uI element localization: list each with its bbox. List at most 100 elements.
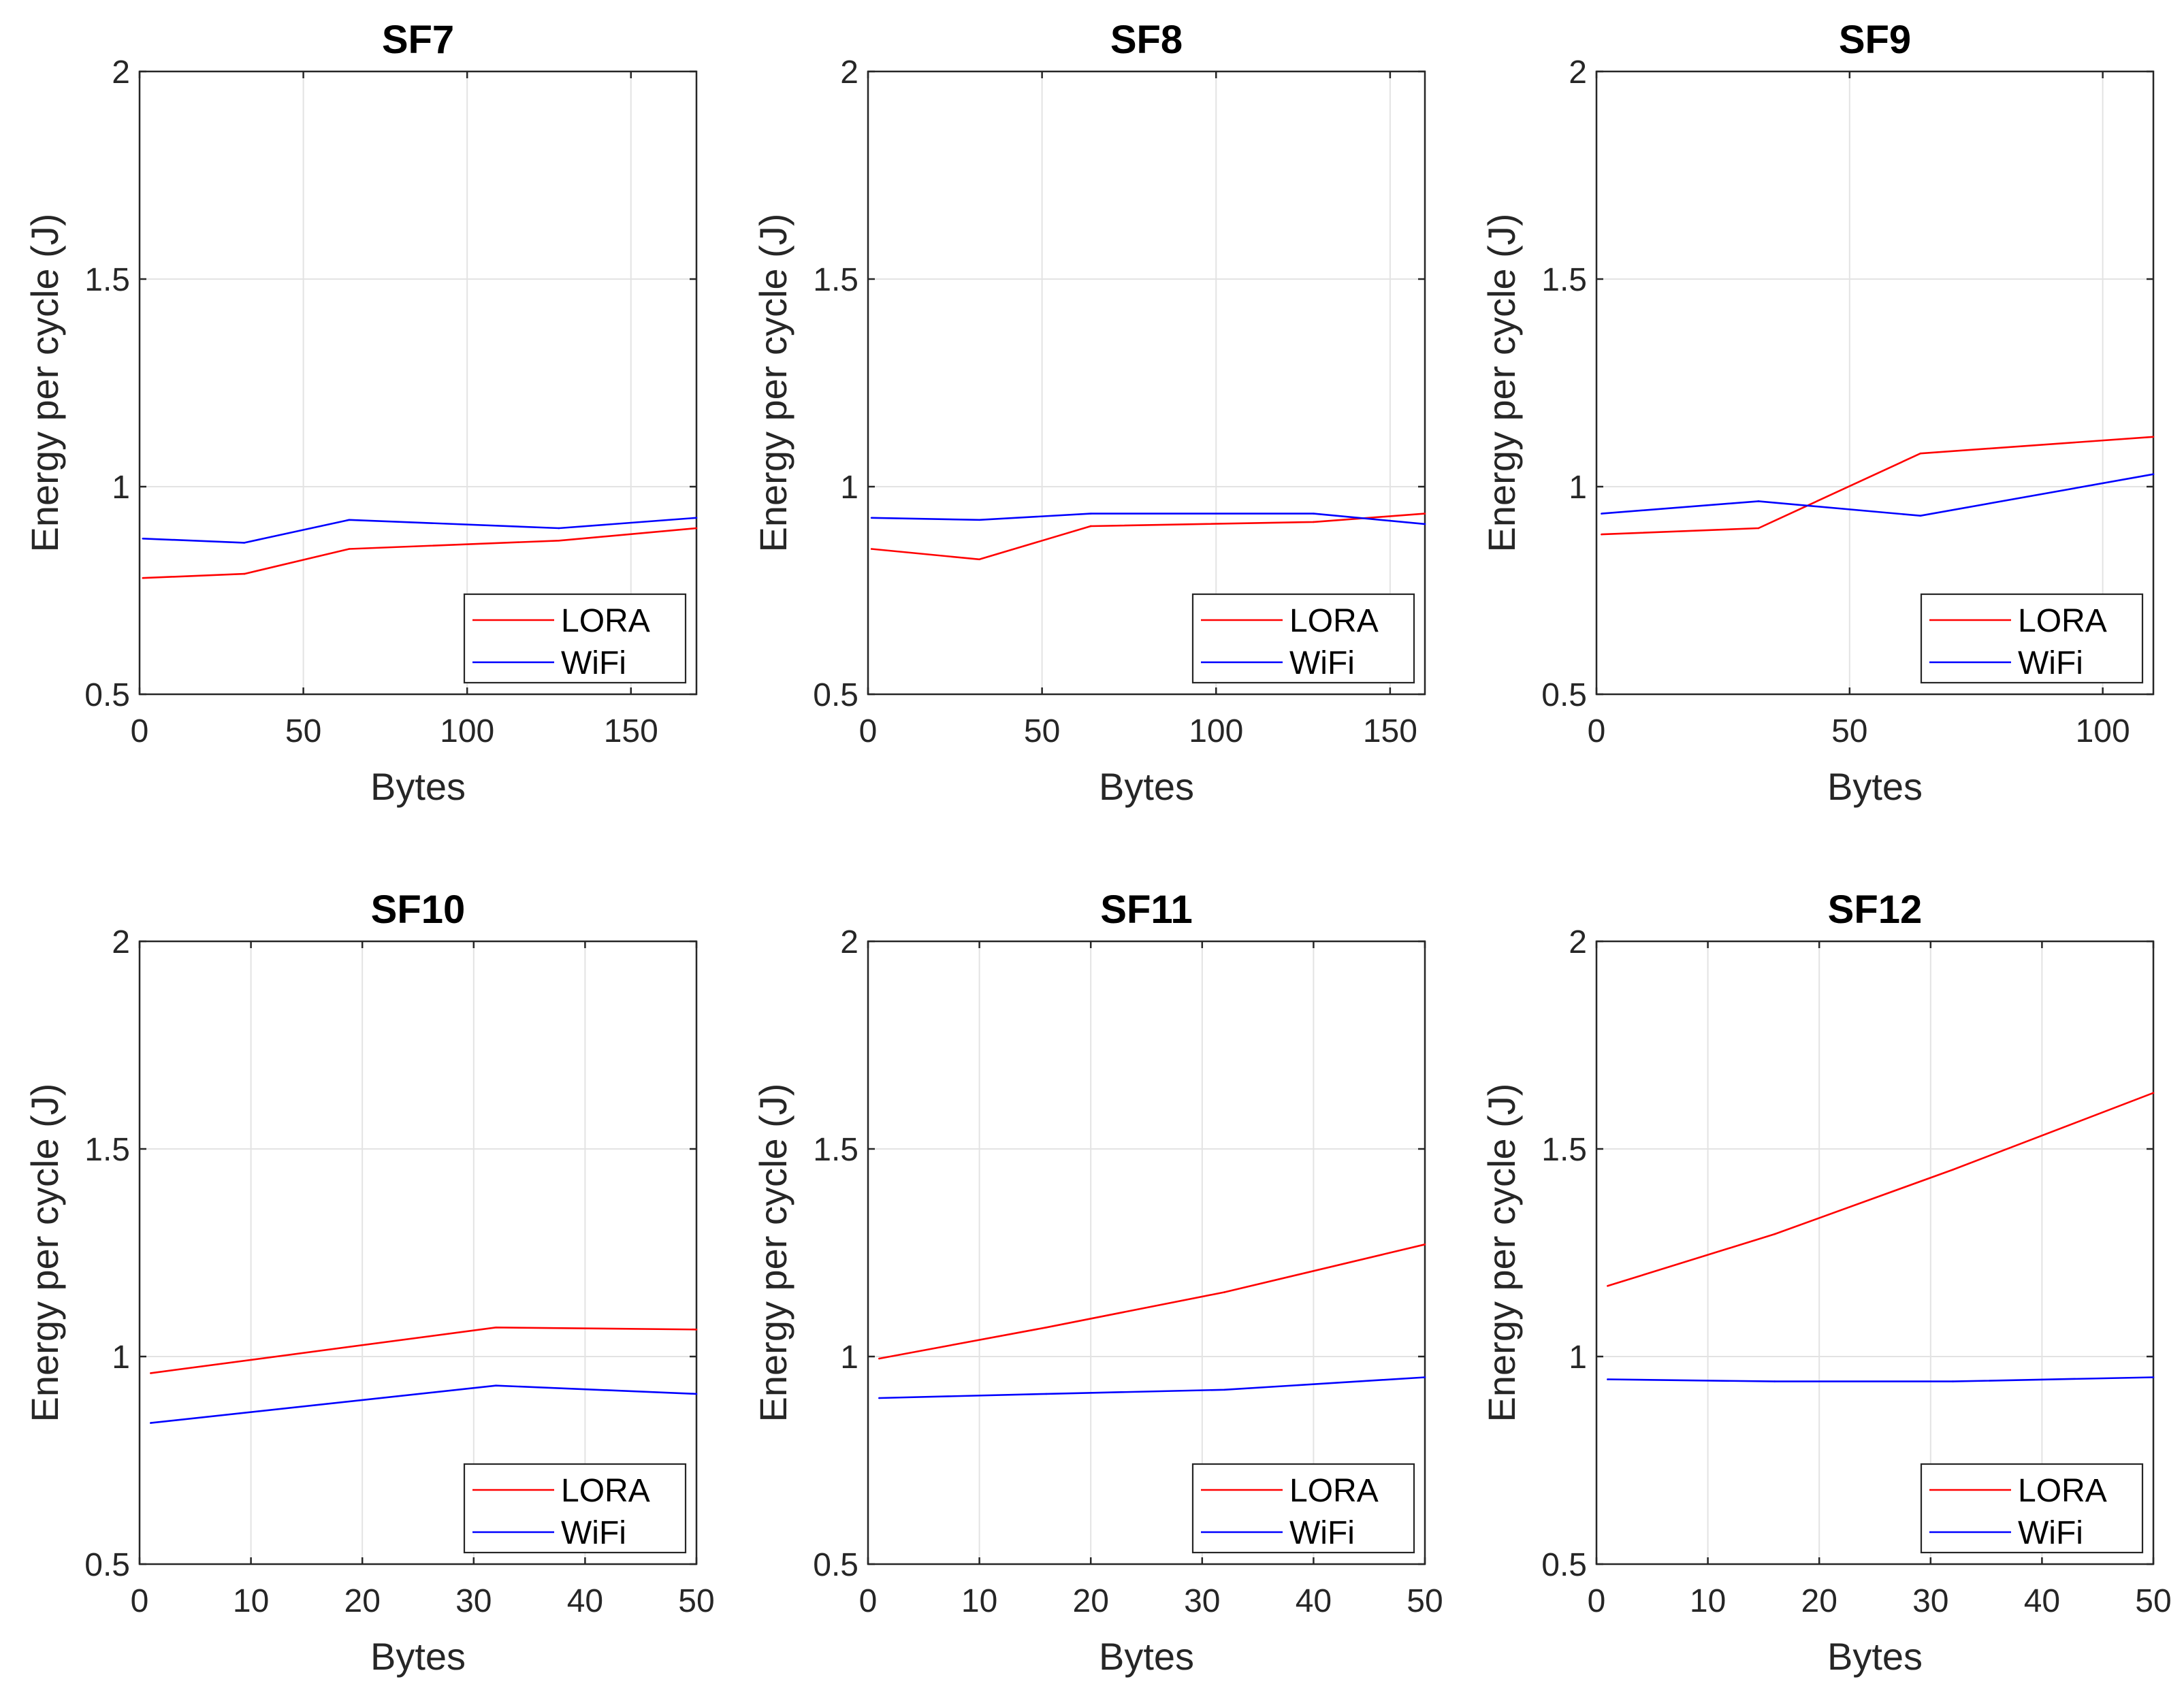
chart-2-xlabel: Bytes xyxy=(1827,765,1923,808)
chart-1-series-wifi-point-3 xyxy=(1313,513,1315,515)
chart-0: 0 50 100 150 0.5 1 1.5 2 SF7 Bytes Energy per cycl… xyxy=(23,18,698,808)
chart-4-series-wifi-point-3 xyxy=(1424,1376,1426,1378)
chart-1-ytick-label-3: 2 xyxy=(840,54,858,91)
chart-5-series-wifi-point-3 xyxy=(2152,1376,2155,1378)
chart-2-series-wifi-point-0 xyxy=(1601,513,1603,515)
chart-5-ytick-label-1: 1 xyxy=(1569,1340,1587,1376)
chart-5-series-lora-point-3 xyxy=(2152,1092,2155,1094)
chart-2-series-wifi-point-2 xyxy=(1919,515,1922,517)
chart-5-legend-label-lora: LORA xyxy=(2018,1473,2107,1509)
chart-3-ytick-label-3: 2 xyxy=(112,924,130,960)
chart-5-xtick-label-5: 50 xyxy=(2135,1583,2171,1619)
chart-1-plot-area xyxy=(868,71,1425,694)
chart-1-ytick-label-0: 0.5 xyxy=(813,677,858,713)
chart-3-title: SF10 xyxy=(371,888,466,932)
chart-0-xlabel: Bytes xyxy=(370,765,466,808)
chart-4-series-lora-point-1 xyxy=(1045,1327,1048,1329)
chart-1-series-lora-point-4 xyxy=(1424,513,1426,515)
chart-0-ytick-label-0: 0.5 xyxy=(84,677,130,713)
chart-2-series-lora-point-1 xyxy=(1757,527,1760,530)
chart-0-xtick-label-3: 150 xyxy=(604,713,658,749)
chart-4-legend-label-lora: LORA xyxy=(1289,1473,1379,1509)
chart-4-series-lora-point-3 xyxy=(1424,1244,1426,1246)
chart-2-legend: LORA WiFi xyxy=(1920,593,2144,684)
chart-1-ylabel: Energy per cycle (J) xyxy=(752,214,794,553)
chart-4-xtick-label-0: 0 xyxy=(859,1583,878,1619)
chart-4-series-wifi-point-2 xyxy=(1223,1389,1225,1391)
chart-3-series-lora-point-2 xyxy=(695,1329,698,1331)
chart-1-legend-label-lora: LORA xyxy=(1289,603,1379,639)
chart-5-ytick-label-3: 2 xyxy=(1569,924,1587,960)
chart-5-xtick-label-1: 10 xyxy=(1690,1583,1726,1619)
chart-5-axes-box xyxy=(1595,940,2155,1565)
chart-2-ylabel: Energy per cycle (J) xyxy=(1480,214,1523,553)
chart-5-xtick-label-0: 0 xyxy=(1588,1583,1606,1619)
chart-0-series-lora-point-2 xyxy=(348,548,351,550)
chart-0-series-lora-point-1 xyxy=(243,572,246,575)
chart-0-legend-box xyxy=(463,593,687,684)
chart-3-xtick-label-5: 50 xyxy=(678,1583,714,1619)
chart-0-ytick-label-2: 1.5 xyxy=(84,262,130,298)
chart-4-series-wifi-point-1 xyxy=(1045,1393,1048,1395)
chart-0-legend-label-lora: LORA xyxy=(561,603,650,639)
chart-5-plot-area xyxy=(1596,941,2153,1564)
chart-5-series-lora-point-2 xyxy=(1952,1169,1954,1171)
chart-4-xtick-label-2: 20 xyxy=(1073,1583,1109,1619)
chart-3-xlabel: Bytes xyxy=(370,1635,466,1678)
chart-0-series-lora-point-3 xyxy=(558,540,560,542)
chart-5-series-wifi-point-2 xyxy=(1952,1380,1954,1382)
chart-3-ytick-label-1: 1 xyxy=(112,1340,130,1376)
chart-3-series-wifi-point-2 xyxy=(695,1393,698,1395)
chart-2-series-lora-point-2 xyxy=(1919,452,1922,455)
chart-0-axes-box xyxy=(138,70,698,696)
chart-0-series-lora-point-0 xyxy=(142,577,144,579)
chart-4-legend: LORA WiFi xyxy=(1191,1463,1415,1554)
chart-4-legend-label-wifi: WiFi xyxy=(1289,1515,1355,1551)
chart-4-xtick-label-4: 40 xyxy=(1296,1583,1332,1619)
chart-4-xtick-label-5: 50 xyxy=(1407,1583,1443,1619)
chart-4-ytick-label-1: 1 xyxy=(840,1340,858,1376)
chart-0-series-wifi-point-4 xyxy=(695,517,698,519)
chart-2-legend-label-wifi: WiFi xyxy=(2018,645,2083,681)
chart-4-series-lora-point-0 xyxy=(878,1357,880,1360)
chart-5-xtick-label-4: 40 xyxy=(2024,1583,2060,1619)
chart-3-xtick-label-4: 40 xyxy=(567,1583,603,1619)
chart-5-series-wifi-point-1 xyxy=(1773,1380,1776,1382)
chart-0-ylabel: Energy per cycle (J) xyxy=(23,214,66,553)
chart-2-legend-box xyxy=(1920,593,2144,684)
chart-2-series-wifi-point-1 xyxy=(1757,500,1760,502)
chart-1-series-lora-point-2 xyxy=(1089,525,1092,528)
chart-1-series-lora-point-3 xyxy=(1313,521,1315,523)
chart-4-series-lora-point-2 xyxy=(1223,1291,1225,1293)
chart-1-ytick-label-2: 1.5 xyxy=(813,262,858,298)
chart-2-legend-label-lora: LORA xyxy=(2018,603,2107,639)
chart-3-legend-box xyxy=(463,1463,687,1554)
chart-4-ytick-label-0: 0.5 xyxy=(813,1547,858,1583)
chart-4-ytick-label-2: 1.5 xyxy=(813,1132,858,1168)
chart-4-xtick-label-3: 30 xyxy=(1184,1583,1220,1619)
chart-3-series-lora-point-1 xyxy=(495,1327,497,1329)
chart-2-series-lora-point-3 xyxy=(2152,436,2155,438)
chart-4-ytick-label-3: 2 xyxy=(840,924,858,960)
chart-5-legend-box xyxy=(1920,1463,2144,1554)
chart-5-series-wifi-line xyxy=(1607,1376,2154,1382)
chart-0-series-wifi-point-1 xyxy=(243,542,246,544)
chart-1-legend: LORA WiFi xyxy=(1191,593,1415,684)
chart-0-ytick-label-1: 1 xyxy=(112,470,130,506)
chart-1: 0 50 100 150 0.5 1 1.5 2 SF8 Bytes Energy per cycl… xyxy=(752,18,1426,808)
chart-3-xtick-label-1: 10 xyxy=(233,1583,269,1619)
chart-1-series-wifi-point-0 xyxy=(870,517,873,519)
chart-0-series-wifi-point-3 xyxy=(558,527,560,530)
chart-2-series-lora-line xyxy=(1601,436,2154,536)
chart-5-ylabel: Energy per cycle (J) xyxy=(1480,1084,1523,1423)
chart-3-series-wifi-point-1 xyxy=(495,1384,497,1386)
chart-5-ytick-label-0: 0.5 xyxy=(1541,1547,1587,1583)
chart-1-legend-box xyxy=(1191,593,1415,684)
chart-1-axes-box xyxy=(867,70,1426,696)
chart-2-xtick-label-1: 50 xyxy=(1831,713,1867,749)
chart-0-title: SF7 xyxy=(382,18,454,62)
chart-4-ylabel: Energy per cycle (J) xyxy=(752,1084,794,1423)
chart-1-series-lora-point-0 xyxy=(870,548,873,550)
chart-2-title: SF9 xyxy=(1839,18,1911,62)
